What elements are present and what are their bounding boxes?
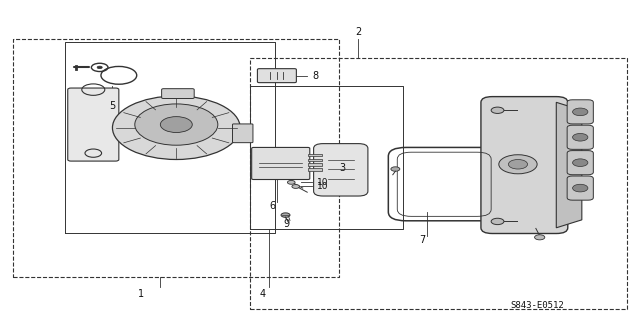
- FancyBboxPatch shape: [567, 125, 593, 149]
- Text: S843-E0512: S843-E0512: [510, 301, 564, 310]
- Circle shape: [491, 107, 504, 114]
- Circle shape: [287, 181, 295, 184]
- Text: 1: 1: [138, 289, 144, 300]
- Text: 8: 8: [312, 70, 319, 81]
- Circle shape: [491, 218, 504, 225]
- FancyBboxPatch shape: [567, 176, 593, 200]
- Text: 6: 6: [269, 201, 275, 211]
- Circle shape: [499, 155, 537, 174]
- FancyBboxPatch shape: [314, 144, 368, 196]
- FancyBboxPatch shape: [308, 159, 322, 161]
- FancyBboxPatch shape: [567, 100, 593, 124]
- Text: 4: 4: [259, 289, 266, 300]
- Circle shape: [573, 108, 588, 116]
- Circle shape: [508, 160, 527, 169]
- FancyBboxPatch shape: [68, 88, 119, 161]
- Circle shape: [573, 184, 588, 192]
- FancyBboxPatch shape: [232, 124, 253, 143]
- Circle shape: [573, 133, 588, 141]
- FancyBboxPatch shape: [308, 163, 322, 166]
- Circle shape: [135, 104, 218, 145]
- Text: 3: 3: [339, 163, 346, 173]
- Text: 2: 2: [355, 27, 362, 37]
- Text: 9: 9: [284, 219, 290, 229]
- Circle shape: [573, 159, 588, 167]
- FancyBboxPatch shape: [308, 154, 322, 156]
- FancyBboxPatch shape: [308, 168, 322, 171]
- Circle shape: [113, 96, 240, 160]
- Circle shape: [161, 117, 192, 132]
- FancyBboxPatch shape: [257, 69, 296, 83]
- FancyBboxPatch shape: [162, 89, 194, 99]
- FancyBboxPatch shape: [567, 151, 593, 175]
- Circle shape: [97, 66, 102, 69]
- Polygon shape: [556, 102, 582, 228]
- Text: 5: 5: [109, 101, 116, 111]
- FancyBboxPatch shape: [481, 97, 568, 234]
- Circle shape: [281, 213, 290, 217]
- Circle shape: [292, 185, 300, 189]
- Text: 10: 10: [317, 182, 328, 191]
- Text: 10: 10: [317, 178, 328, 187]
- Circle shape: [534, 235, 545, 240]
- Text: 7: 7: [419, 234, 426, 245]
- Circle shape: [391, 167, 400, 171]
- FancyBboxPatch shape: [252, 147, 310, 180]
- FancyBboxPatch shape: [424, 151, 465, 162]
